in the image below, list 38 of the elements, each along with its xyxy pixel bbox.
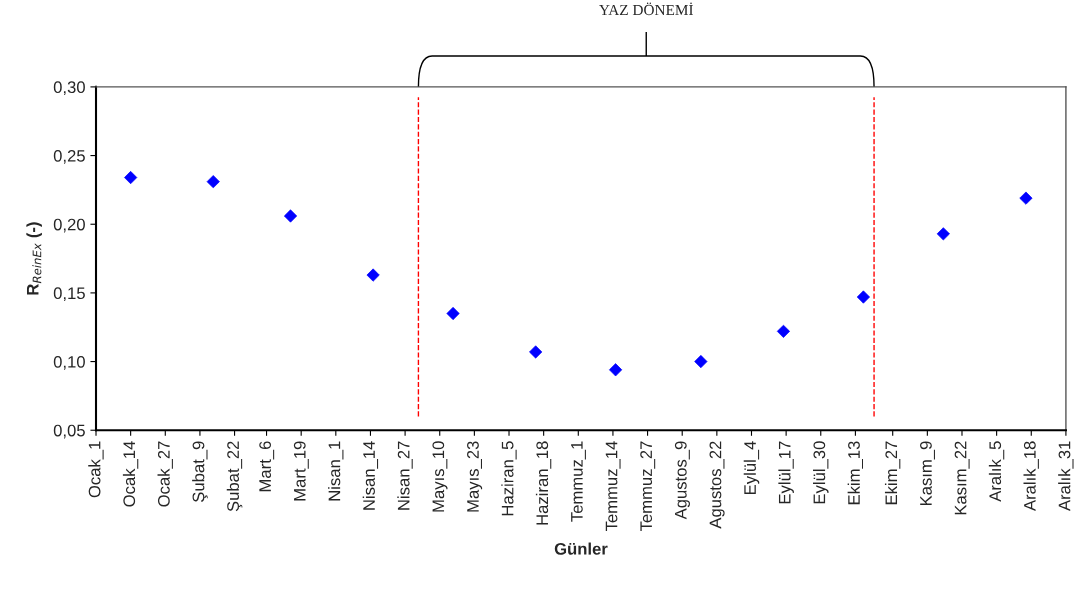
y-tick-label: 0,15 <box>53 287 85 302</box>
x-tick-label: Mart_6 <box>259 441 275 492</box>
x-tick-label: Ocak_27 <box>157 441 173 507</box>
y-tick-label: 0,25 <box>53 149 85 164</box>
x-tick-label: Agustos_22 <box>709 441 725 529</box>
x-tick-label: Haziran_18 <box>535 441 552 525</box>
x-tick-label: Eylül_17 <box>778 441 794 504</box>
x-tick-label: Nisan_1 <box>328 441 344 501</box>
x-tick-label: Ekim_27 <box>884 441 901 505</box>
x-tick-label: Temmuz_1 <box>571 441 586 522</box>
x-tick-label: Mayıs_10 <box>432 441 448 512</box>
x-tick-label: Nisan_14 <box>362 441 379 510</box>
x-tick-label: Agustos_9 <box>674 441 690 520</box>
x-tick-label: Mayıs_23 <box>467 441 483 512</box>
x-tick-label: Haziran_5 <box>501 441 517 516</box>
y-tick-label: 0,30 <box>53 81 85 96</box>
x-tick-label: Kasım_22 <box>954 441 970 515</box>
x-tick-label: Aralık_31 <box>1058 441 1074 512</box>
x-tick-label: Temmuz_14 <box>605 441 621 532</box>
x-tick-label: Mart_19 <box>293 441 309 501</box>
x-tick-label: Kasım_9 <box>920 441 935 506</box>
x-tick-label: Ocak_14 <box>122 441 139 507</box>
x-tick-label: Şubat_22 <box>226 441 243 512</box>
x-tick-label: Aralık_18 <box>1023 441 1039 512</box>
y-tick-label: 0,05 <box>53 424 85 439</box>
x-tick-label: Aralık_5 <box>988 441 1005 502</box>
y-tick-label: 0,10 <box>53 355 85 370</box>
x-tick-label: Nisan_27 <box>397 441 413 510</box>
x-tick-label: Şubat_9 <box>192 441 208 502</box>
x-tick-label: Ekim_13 <box>847 441 864 505</box>
x-tick-label: Eylül_30 <box>813 441 829 504</box>
y-axis-title: R$_{ReinEx}$ (-) <box>26 222 42 295</box>
x-axis-title: Günler <box>554 542 608 555</box>
x-tick-label: Temmuz_27 <box>640 441 656 532</box>
text: YAZ DÖNEMİ <box>599 2 694 16</box>
x-tick-label: Eylül_4 <box>743 441 760 494</box>
x-tick-label: Ocak_1 <box>88 441 104 498</box>
y-tick-label: 0,20 <box>53 218 85 233</box>
